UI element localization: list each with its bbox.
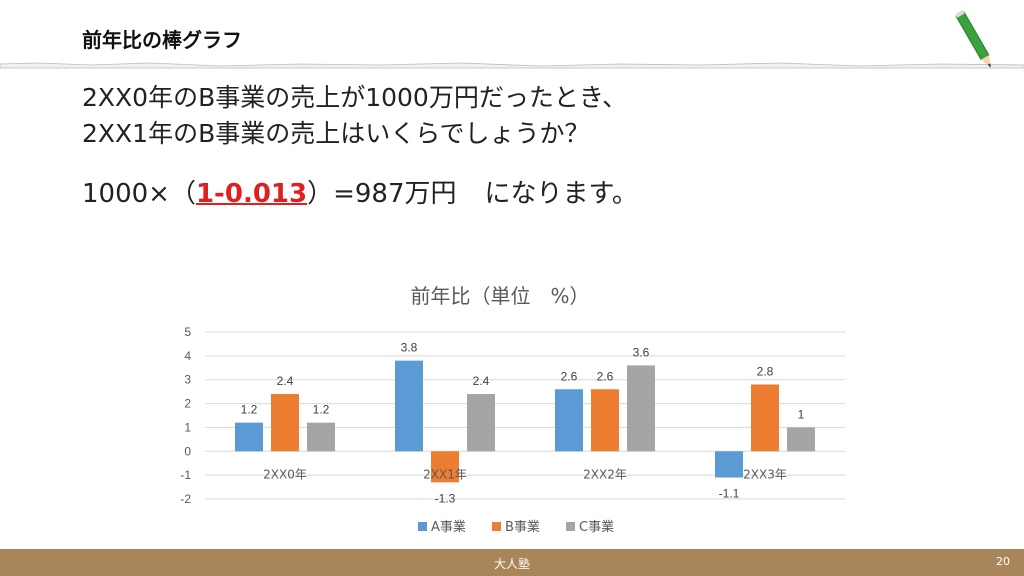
data-label: 2.6: [597, 369, 614, 383]
question-line-2: 2XX1年のB事業の売上はいくらでしょうか？: [82, 119, 590, 148]
x-tick-label: 2XX2年: [583, 467, 627, 481]
data-label: -1.3: [435, 491, 456, 505]
data-label: -1.1: [719, 487, 740, 501]
data-label: 3.6: [633, 345, 650, 359]
y-tick-label: -2: [180, 492, 191, 506]
chart-title: 前年比（単位 %）: [410, 284, 589, 308]
question-line-1: 2XX0年のB事業の売上が1000万円だったとき、: [82, 83, 628, 112]
y-tick-label: -1: [180, 468, 191, 482]
bar-A事業-2XX1年: [395, 360, 423, 452]
x-tick-label: 2XX3年: [743, 467, 787, 481]
legend-swatch: [418, 522, 427, 531]
y-tick-label: 2: [184, 397, 191, 411]
footer-bar: 大人塾 20: [0, 549, 1024, 576]
bar-A事業-2XX0年: [235, 422, 263, 452]
y-tick-label: 1: [184, 420, 191, 434]
data-label: 2.8: [757, 364, 774, 378]
footer-org: 大人塾: [493, 557, 530, 571]
data-label: 1.2: [313, 403, 330, 417]
data-label: 2.6: [561, 369, 578, 383]
y-tick-label: 0: [184, 444, 191, 458]
y-tick-label: 3: [184, 373, 191, 387]
data-label: 2.4: [473, 374, 490, 388]
legend-label: B事業: [505, 519, 540, 535]
legend-label: A事業: [431, 519, 466, 535]
answer-prefix: 1000×（: [82, 179, 196, 209]
chart-svg: 前年比（単位 %） 5 4 3 2 1 0 -1 -2 1.2 2.4 1.2 2XX0年 3.8 -1.3…: [180, 284, 845, 535]
y-tick-label: 5: [184, 325, 191, 339]
data-label: 2.4: [277, 374, 294, 388]
bar-A事業-2XX3年: [715, 451, 743, 478]
slide-title: 前年比の棒グラフ: [82, 28, 242, 52]
legend-label: C事業: [579, 519, 614, 535]
data-label: 3.8: [401, 341, 418, 355]
bar-B事業-2XX3年: [751, 384, 779, 452]
bar-A事業-2XX2年: [555, 389, 583, 452]
pencil-icon: [955, 9, 991, 68]
bar-C事業-2XX2年: [627, 365, 655, 452]
data-label: 1: [798, 407, 805, 421]
torn-paper-edge: [0, 62, 1024, 69]
bar-B事業-2XX2年: [591, 389, 619, 452]
answer-suffix: ）=987万円: [307, 179, 457, 209]
x-tick-label: 2XX1年: [423, 467, 467, 481]
legend-swatch: [566, 522, 575, 531]
bar-C事業-2XX0年: [307, 422, 335, 452]
bar-C事業-2XX3年: [787, 427, 815, 452]
y-tick-label: 4: [184, 349, 191, 363]
page-number: 20: [996, 555, 1010, 568]
x-tick-label: 2XX0年: [263, 467, 307, 481]
legend-swatch: [492, 522, 501, 531]
bar-C事業-2XX1年: [467, 394, 495, 452]
answer-text: 1000×（1-0.013）=987万円 になります。: [82, 176, 638, 212]
bar-B事業-2XX1年: [431, 451, 459, 483]
answer-tail: になります。: [484, 179, 638, 209]
answer-highlight: 1-0.013: [195, 179, 308, 209]
data-label: 1.2: [241, 403, 258, 417]
question-text: 2XX0年のB事業の売上が1000万円だったとき、 2XX1年のB事業の売上はい…: [82, 80, 627, 152]
bar-chart: 前年比（単位 %） 5 4 3 2 1 0 -1 -2 1.2 2.4 1.2 2XX0年 3.8 -1.3…: [160, 270, 860, 550]
bar-B事業-2XX0年: [271, 394, 299, 452]
